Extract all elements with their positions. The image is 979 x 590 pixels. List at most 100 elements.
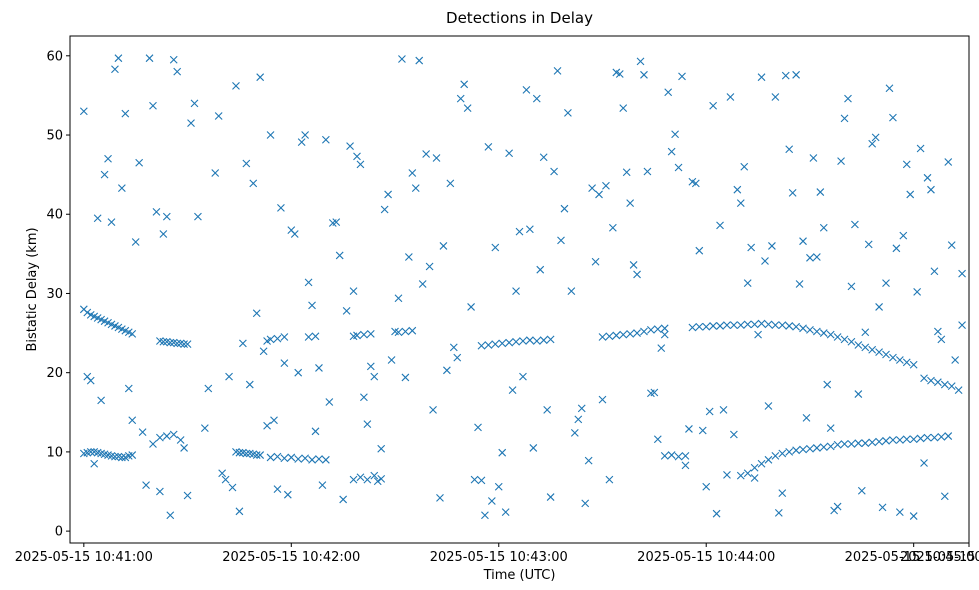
data-point [778, 321, 787, 330]
data-point [418, 280, 427, 288]
data-point [373, 477, 382, 486]
data-point [273, 452, 282, 461]
data-point [456, 94, 465, 103]
data-point [754, 330, 762, 339]
data-point [432, 154, 441, 162]
data-point [709, 101, 718, 110]
data-point [173, 67, 182, 76]
data-point [840, 114, 849, 123]
data-point [750, 320, 759, 329]
data-point [705, 407, 714, 416]
y-axis-ticks: 0 10 20 30 40 50 60 [46, 49, 70, 540]
data-point [166, 511, 175, 520]
data-point [225, 372, 233, 381]
data-point [256, 73, 265, 82]
data-point [370, 372, 379, 381]
x-tick-label: 2025-05-15 10:46:00 [900, 550, 979, 565]
data-point [546, 493, 555, 501]
data-point [895, 436, 904, 444]
data-point [436, 493, 444, 502]
data-point [156, 487, 164, 496]
data-point [892, 244, 901, 253]
data-point [695, 246, 704, 255]
data-point [650, 388, 659, 397]
data-point [166, 338, 175, 347]
data-point [553, 66, 562, 75]
data-point [525, 336, 534, 345]
data-point [771, 451, 780, 460]
data-point [840, 335, 849, 344]
data-point [114, 54, 123, 63]
data-point [691, 179, 700, 188]
data-point [871, 133, 880, 142]
data-point [695, 322, 704, 331]
data-point [425, 262, 434, 271]
data-point [149, 440, 157, 448]
data-point [377, 444, 386, 453]
data-point [847, 440, 856, 448]
data-point [470, 475, 479, 484]
data-point [823, 380, 832, 389]
data-point [653, 325, 662, 333]
data-point [142, 481, 150, 490]
plot-frame [69, 35, 970, 544]
data-point [86, 448, 95, 456]
data-point [218, 469, 227, 478]
data-point [792, 322, 801, 331]
data-point [124, 384, 133, 393]
data-point [806, 444, 814, 453]
data-point [297, 138, 306, 147]
data-point [664, 88, 673, 97]
data-point [235, 507, 244, 516]
data-point [806, 326, 814, 334]
data-point [889, 436, 897, 444]
data-point [875, 437, 883, 446]
data-point [169, 430, 178, 439]
data-point [360, 393, 368, 402]
data-point [363, 420, 372, 429]
data-point [757, 459, 766, 468]
data-point [107, 218, 116, 227]
data-point [598, 333, 607, 341]
data-point [474, 423, 482, 432]
data-point [408, 326, 417, 335]
data-point [550, 167, 558, 176]
data-point [923, 433, 932, 442]
data-point [349, 287, 358, 295]
data-point [138, 428, 147, 436]
data-point [477, 476, 486, 485]
data-point [674, 452, 683, 461]
data-point [283, 490, 292, 499]
data-point [342, 307, 351, 315]
data-point [812, 253, 821, 261]
data-point [633, 329, 641, 337]
data-point [667, 451, 676, 459]
data-point [162, 432, 171, 440]
data-point [615, 70, 624, 78]
data-point [958, 321, 966, 330]
data-point [121, 109, 130, 118]
data-point [353, 152, 361, 161]
data-point [356, 473, 365, 482]
data-point [484, 341, 493, 349]
data-point [674, 163, 683, 172]
data-point [570, 428, 579, 437]
y-tick-label: 60 [46, 49, 63, 64]
data-point [277, 204, 285, 212]
data-point [802, 413, 811, 422]
data-point [270, 416, 278, 425]
data-point [415, 56, 424, 65]
data-point [484, 143, 493, 151]
data-point [933, 327, 942, 336]
data-point [854, 390, 863, 398]
data-point [135, 158, 144, 167]
data-point [736, 321, 745, 330]
data-point [301, 454, 310, 463]
x-tick-label: 2025-05-15 10:43:00 [430, 550, 568, 565]
data-point [837, 157, 845, 166]
data-point [778, 449, 787, 458]
data-point [819, 443, 828, 452]
data-point [685, 425, 693, 433]
data-point [173, 339, 182, 348]
